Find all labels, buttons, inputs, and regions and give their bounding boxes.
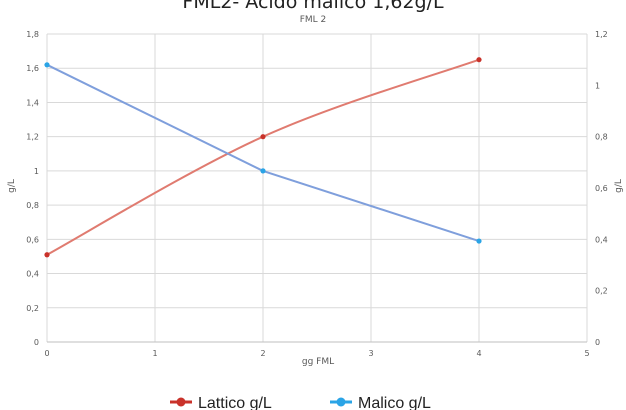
y-tick-label-2: 0,4 [26, 270, 39, 279]
grid [46, 33, 588, 343]
x-tick-label-3: 3 [368, 349, 373, 358]
y2-tick-label-5: 1 [595, 81, 600, 90]
chart-title: FML2- Acido malico 1,62g/L [182, 0, 444, 13]
y2-tick-label-4: 0,8 [595, 133, 608, 142]
x-tick-label-2: 2 [260, 349, 265, 358]
series-1-point-1 [260, 168, 266, 174]
y2-tick-label-0: 0 [595, 338, 600, 347]
y2-tick-label-3: 0,6 [595, 184, 608, 193]
legend-label-0: Lattico g/L [198, 395, 272, 410]
series-0-point-2 [476, 57, 482, 63]
y2-tick-label-1: 0,2 [595, 287, 608, 296]
y2-axis-label: g/L [614, 179, 624, 193]
legend-swatch-marker-0 [176, 397, 186, 407]
y-tick-label-4: 0,8 [26, 201, 39, 210]
x-tick-label-5: 5 [584, 349, 589, 358]
y-tick-label-0: 0 [34, 338, 39, 347]
y-tick-label-3: 0,6 [26, 235, 39, 244]
legend-swatch-marker-1 [336, 397, 346, 407]
y-tick-label-1: 0,2 [26, 304, 39, 313]
legend-label-1: Malico g/L [358, 395, 431, 410]
tick-labels: 00,20,40,60,811,21,41,61,80 1 2 3 4 500,20,40… [26, 30, 607, 358]
x-tick-label-0: 0 [44, 349, 49, 358]
chart-subtitle: FML 2 [300, 15, 327, 25]
series-1-point-0 [44, 62, 50, 68]
series-0-point-1 [260, 134, 266, 140]
x-tick-label-4: 4 [476, 349, 481, 358]
y2-tick-label-6: 1,2 [595, 30, 608, 39]
y-tick-label-9: 1,8 [26, 30, 39, 39]
y-tick-label-7: 1,4 [26, 98, 39, 107]
series-0-point-0 [44, 252, 50, 258]
y-axis-label: g/L [7, 179, 17, 193]
series-layer [44, 57, 482, 258]
x-tick-label-1: 1 [152, 349, 157, 358]
series-1-point-2 [476, 238, 482, 244]
y2-tick-label-2: 0,4 [595, 235, 608, 244]
y-tick-label-8: 1,6 [26, 64, 39, 73]
y-tick-label-5: 1 [34, 167, 39, 176]
x-axis-label: gg FML [302, 357, 334, 367]
y-tick-label-6: 1,2 [26, 133, 39, 142]
legend: Lattico g/L Malico g/L [170, 395, 431, 410]
